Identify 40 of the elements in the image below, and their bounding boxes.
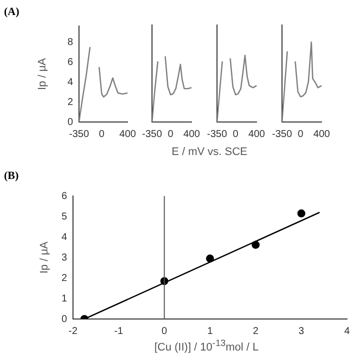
x-tick-label: -350 (142, 128, 162, 140)
x-tick-label: -350 (207, 128, 228, 140)
x-tick-label: 0 (168, 128, 174, 140)
x-axis-title: [Cu (II)] / 10$^{-13}$mol / L (153, 338, 260, 354)
x-axis-title: E / mV vs. SCE (170, 146, 248, 158)
x-tick-label: 400 (119, 128, 136, 140)
y-tick-label: 4 (67, 76, 74, 88)
x-tick-label: 1 (207, 326, 214, 337)
chart-title: (A) (4, 6, 20, 18)
x-tick-label: -350 (68, 128, 90, 140)
y-tick-label: 2 (61, 272, 68, 284)
x-tick-label: 400 (248, 128, 266, 140)
point (297, 209, 306, 218)
chart-title: (B) (4, 170, 19, 182)
x-tick-label: -350 (272, 128, 292, 140)
y-tick-label: 6 (67, 56, 74, 68)
y-tick-label: 8 (67, 36, 74, 48)
x-tick-label: 400 (183, 128, 200, 140)
y-tick-label: 2 (67, 96, 74, 108)
x-tick-label: 3 (298, 326, 305, 337)
y-tick-label: 5 (61, 211, 68, 222)
point (252, 240, 260, 249)
point (206, 254, 214, 263)
y-tick-label: 0 (61, 314, 68, 325)
x-tick-label: 0 (232, 128, 239, 140)
x-tick-label: 0 (162, 326, 168, 337)
y-axis-title: Ip / μA (38, 240, 51, 274)
x-tick-label: -2 (68, 326, 78, 337)
y-tick-label: 6 (61, 190, 68, 202)
x-tick-label: 2 (252, 326, 259, 337)
y-tick-label: 0 (67, 116, 74, 128)
x-tick-label: 4 (344, 326, 350, 337)
x-tick-label: 0 (98, 128, 105, 140)
x-tick-label: 0 (298, 128, 304, 140)
y-axis-title: Ip / μA (36, 57, 49, 90)
x-tick-label: 400 (313, 128, 330, 140)
y-tick-label: 4 (61, 232, 68, 243)
y-tick-label: 1 (61, 293, 68, 304)
y-tick-label: 3 (61, 252, 68, 264)
x-tick-label: -1 (114, 326, 124, 337)
